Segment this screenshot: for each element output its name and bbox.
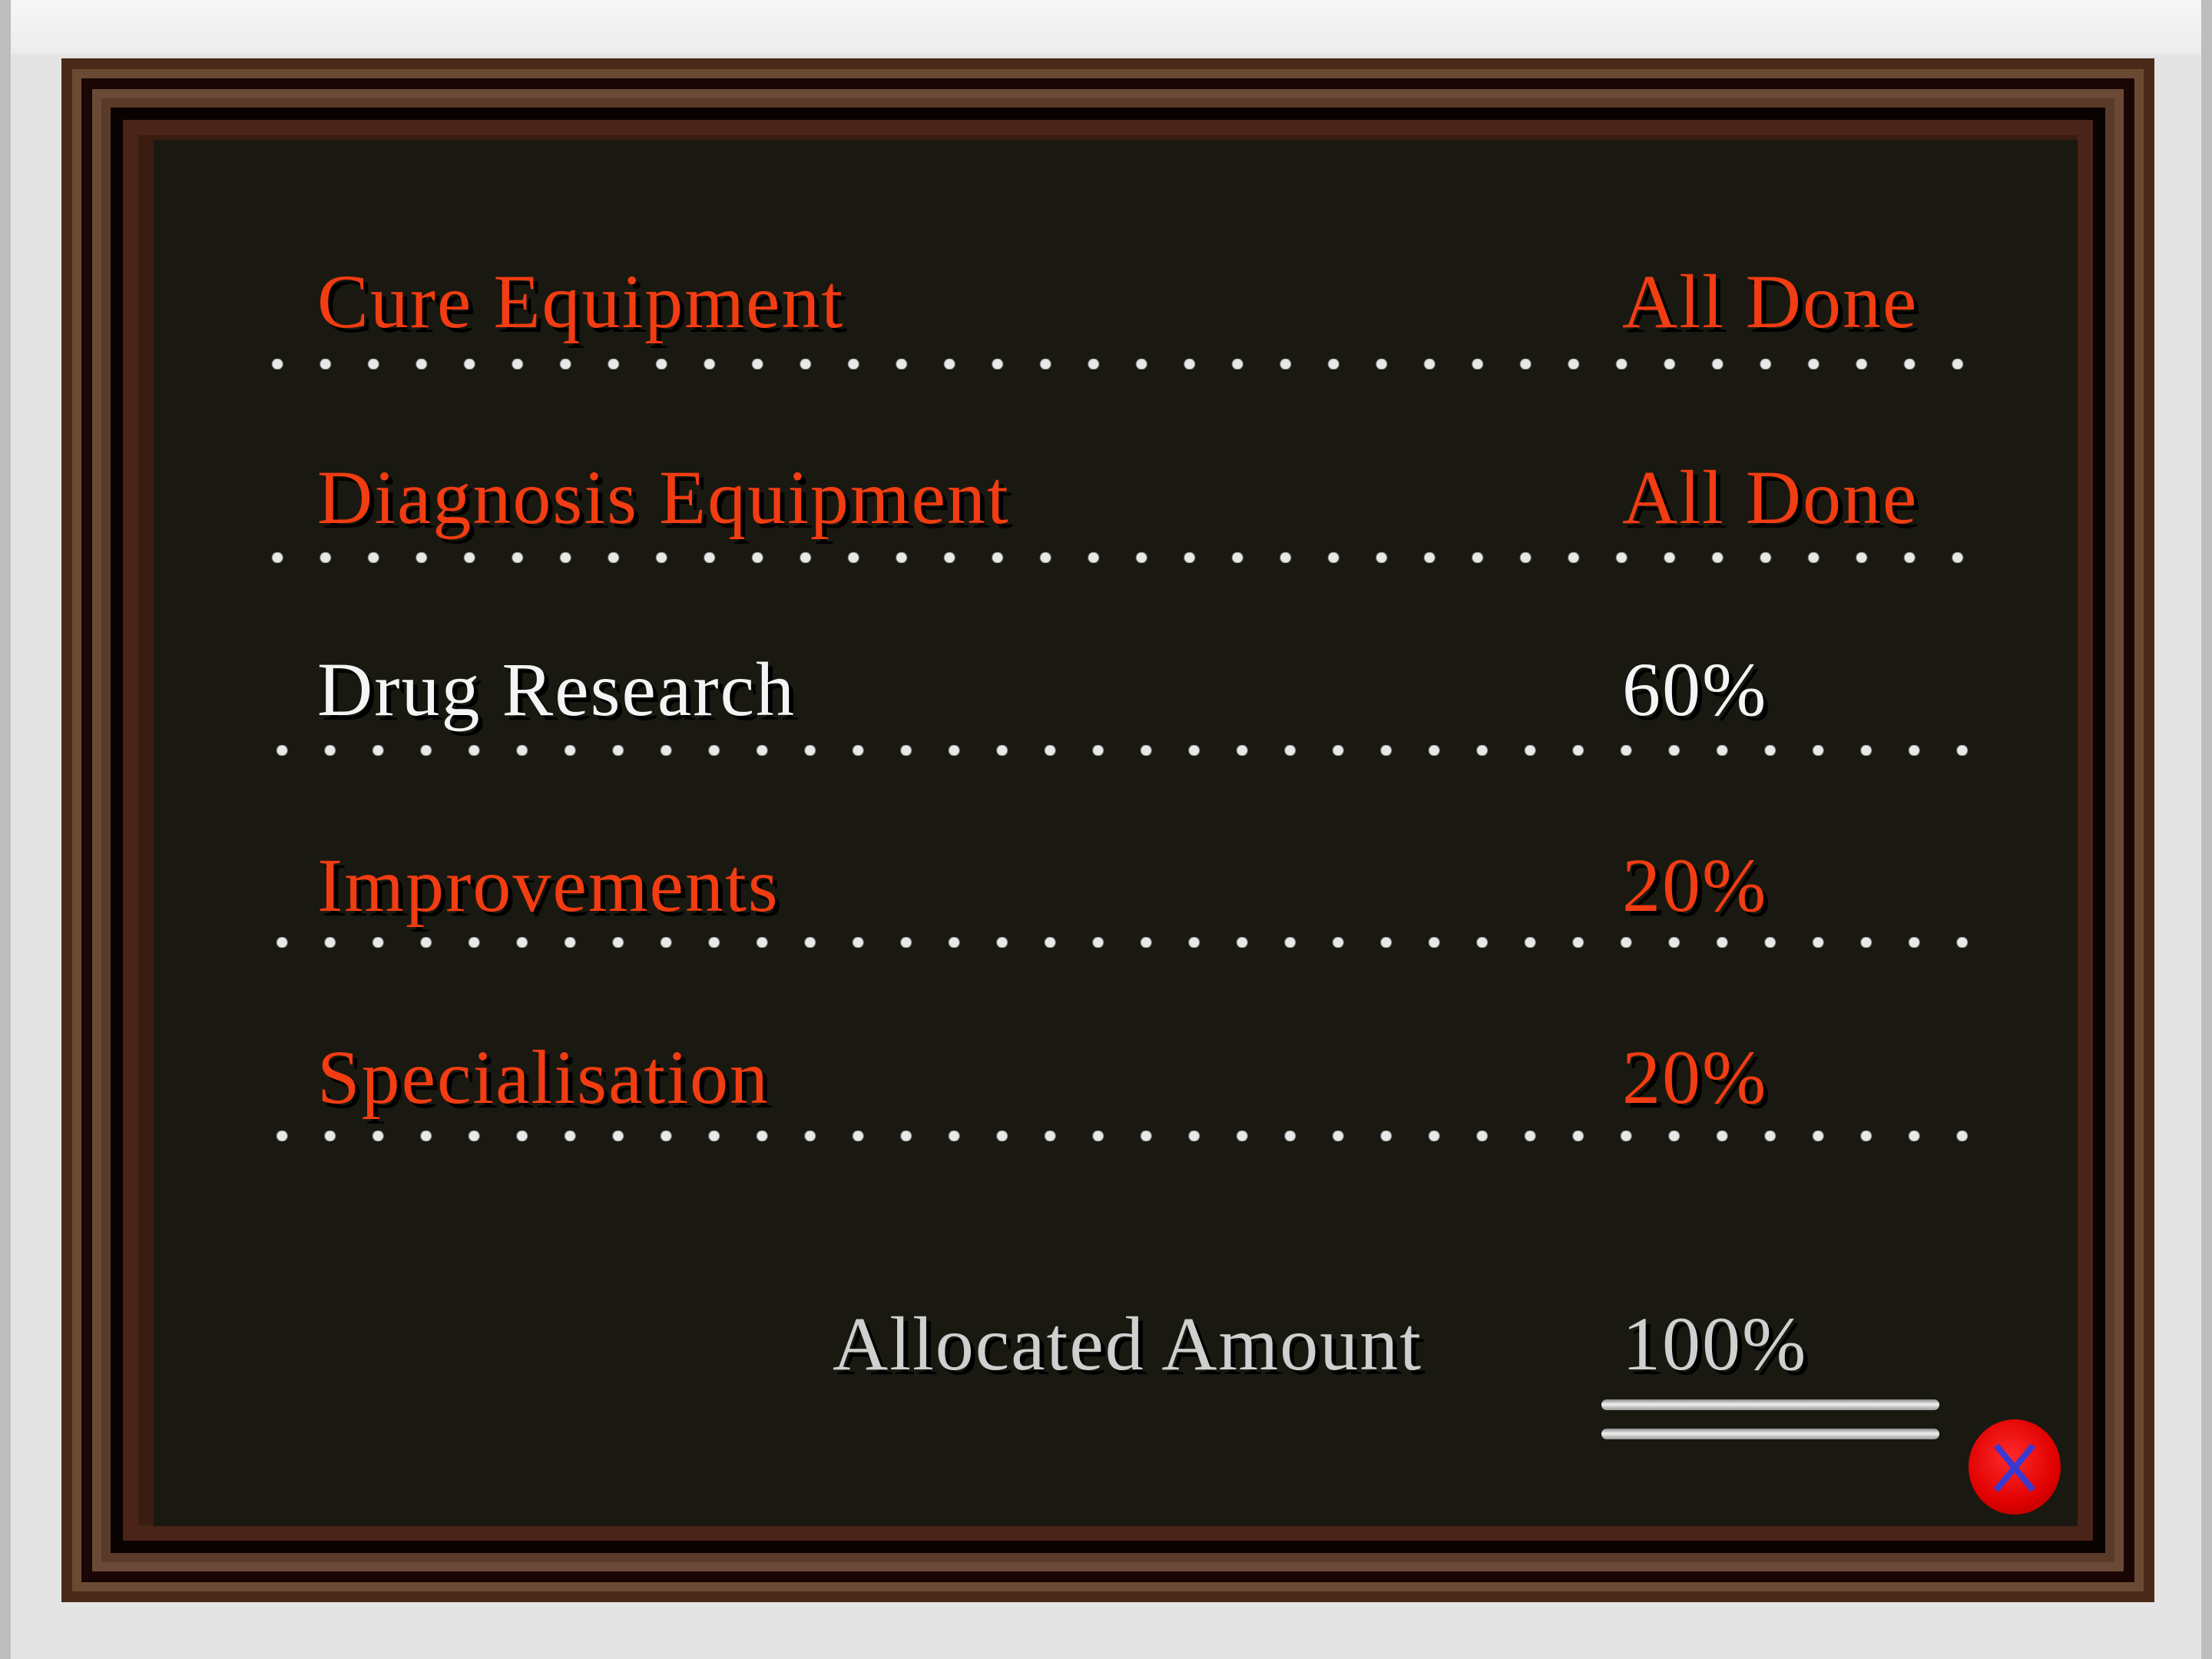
close-x-icon — [1993, 1443, 2036, 1492]
allocated-amount-value: 100% — [1622, 1301, 1808, 1386]
row-label[interactable]: Specialisation — [317, 1035, 770, 1120]
total-underline-bottom — [1601, 1429, 1939, 1439]
research-chalkboard — [154, 140, 2078, 1526]
row-label[interactable]: Cure Equipment — [317, 259, 845, 344]
dotted-divider — [253, 359, 1970, 369]
row-label[interactable]: Diagnosis Equipment — [317, 455, 1010, 540]
dotted-divider — [258, 937, 1975, 948]
total-underline-top — [1601, 1399, 1939, 1410]
window-edge-right — [2201, 0, 2212, 1659]
window-background — [0, 0, 2212, 54]
dotted-divider — [258, 745, 1975, 756]
row-label[interactable]: Improvements — [317, 843, 780, 928]
dotted-divider — [258, 1131, 1975, 1141]
dotted-divider — [253, 552, 1970, 563]
row-value: All Done — [1622, 455, 1919, 540]
window-edge-left — [0, 0, 11, 1659]
row-value: 20% — [1622, 843, 1768, 928]
row-value: 20% — [1622, 1035, 1768, 1120]
row-label[interactable]: Drug Research — [317, 647, 796, 732]
row-value: All Done — [1622, 259, 1919, 344]
row-value: 60% — [1622, 647, 1768, 732]
allocated-amount-label: Allocated Amount — [833, 1301, 1422, 1386]
close-button[interactable] — [1969, 1419, 2061, 1515]
